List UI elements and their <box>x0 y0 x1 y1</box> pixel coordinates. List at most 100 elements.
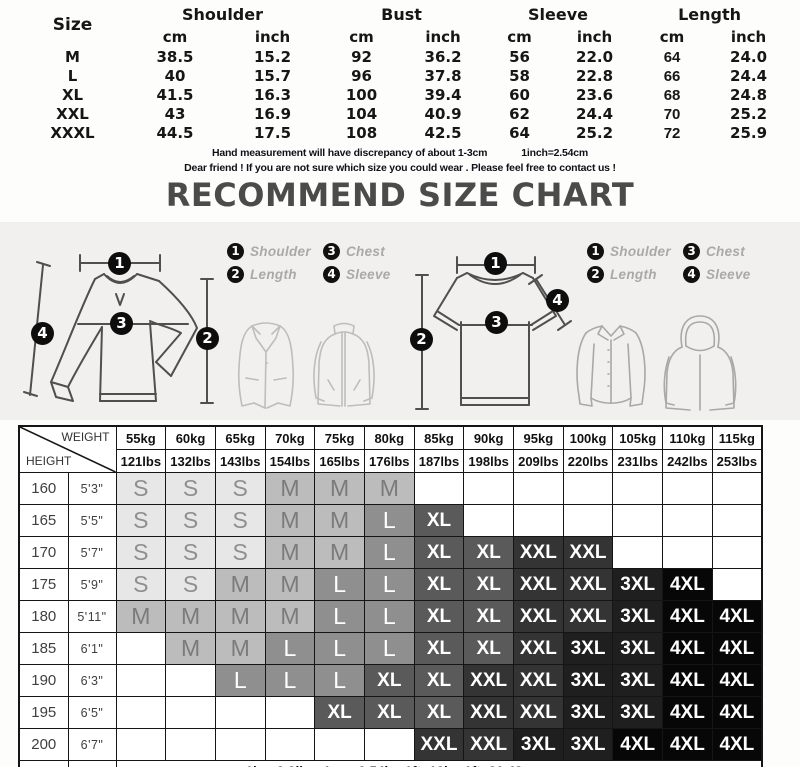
legend-item: 4 Sleeve <box>323 265 391 284</box>
size-value: 24.4 <box>730 67 768 85</box>
size-cell: XL <box>413 632 465 665</box>
legend-label: Shoulder <box>250 244 311 259</box>
size-value: 23.6 <box>576 86 614 104</box>
size-cell: XXL <box>513 664 564 697</box>
size-cell: XL <box>463 632 514 665</box>
height-ftin-value: 6'3" <box>67 664 117 697</box>
unit-header: inch <box>254 28 291 46</box>
height-ftin-value: 5'9" <box>67 568 117 601</box>
size-value: 22.8 <box>576 67 614 85</box>
marker-shoulder-left: 1 <box>108 252 131 275</box>
weight-kg-header: 110kg <box>662 425 713 450</box>
size-value: 43 <box>164 105 186 123</box>
height-cn-value: 175 <box>18 568 69 601</box>
matrix-row: 195 6'5" XL XL XL XXL XXL 3XL 3XL 4XL 4XL <box>18 696 763 729</box>
size-value: 36.2 <box>424 48 462 66</box>
size-cell: L <box>314 568 365 601</box>
size-value: 64 <box>509 124 530 142</box>
size-cell: L <box>264 632 316 665</box>
weight-kg-header: 95kg <box>513 425 564 450</box>
size-cell: M <box>264 504 316 537</box>
legend-label: Chest <box>346 244 386 259</box>
height-cn-value: 185 <box>18 632 69 665</box>
height-cn-value: 180 <box>18 600 69 633</box>
size-value: 42.5 <box>424 124 462 142</box>
size-value: 92 <box>351 48 372 66</box>
size-cell: L <box>314 600 365 633</box>
short-sleeve-tee-diagram <box>415 256 572 410</box>
size-cell: L <box>363 568 415 601</box>
legend-num-icon: 2 <box>587 266 604 283</box>
height-ftin-value: 5'7" <box>67 536 117 569</box>
marker-length-right: 2 <box>410 328 433 351</box>
size-cell: 3XL <box>513 728 564 761</box>
size-cell: 3XL <box>562 632 614 665</box>
conversion-note: 1kg=2.2lbs; 1cm=2.54in; 1ft=12in; 1ft=30… <box>115 760 763 767</box>
empty-cell <box>115 728 167 761</box>
weight-lbs-header: 176lbs <box>363 449 415 473</box>
size-label: XL <box>61 86 84 104</box>
weight-axis-label: WEIGHT <box>61 430 110 444</box>
size-cell: S <box>214 536 266 569</box>
legend-item: 4 Sleeve <box>683 265 751 284</box>
size-cell: 4XL <box>711 664 763 697</box>
weight-lbs-header: 209lbs <box>513 449 564 473</box>
size-cell: L <box>363 504 415 537</box>
size-cell: L <box>363 632 415 665</box>
size-cell: 4XL <box>711 632 763 665</box>
blazer-icon <box>237 322 295 409</box>
weight-lbs-header: 143lbs <box>214 449 266 473</box>
ftin-unit-label: FT'IN" <box>67 760 117 767</box>
size-cell: M <box>214 632 266 665</box>
size-value: 22.0 <box>576 48 614 66</box>
empty-cell <box>612 536 664 569</box>
size-cell: M <box>314 536 365 569</box>
size-cell: S <box>165 568 216 601</box>
size-value: 39.4 <box>424 86 462 104</box>
size-cell: L <box>363 600 415 633</box>
unit-header: cm <box>162 28 188 46</box>
recommend-table: WEIGHT HEIGHT 55kg 60kg 65kg 70kg 75kg 80kg 85… <box>18 425 763 767</box>
weight-height-corner: WEIGHT HEIGHT <box>18 425 117 473</box>
legend-label: Shoulder <box>610 244 671 259</box>
size-value: 15.7 <box>254 67 292 85</box>
size-value: 25.2 <box>730 105 768 123</box>
size-cell: S <box>214 472 266 505</box>
size-cell: M <box>214 600 266 633</box>
weight-kg-header: 65kg <box>214 425 266 450</box>
size-value: 96 <box>351 67 372 85</box>
height-cn-value: 160 <box>18 472 69 505</box>
size-cell: XL <box>363 696 415 729</box>
group-header-length: Length <box>678 4 741 24</box>
marker-length-left: 2 <box>196 327 219 350</box>
size-label: XXXL <box>50 124 95 142</box>
size-cell: XXL <box>513 536 564 569</box>
size-cell: M <box>115 600 167 633</box>
size-table-row: L 40 15.7 96 37.8 58 22.8 66 24.4 <box>20 67 786 86</box>
matrix-row: 160 5'3" S S S M M M <box>18 472 763 505</box>
matrix-footer-row: CN FT'IN" 1kg=2.2lbs; 1cm=2.54in; 1ft=12… <box>18 760 763 767</box>
size-cell: 4XL <box>662 696 713 729</box>
marker-chest-right: 3 <box>485 311 508 334</box>
height-cn-value: 195 <box>18 696 69 729</box>
height-ftin-value: 6'5" <box>67 696 117 729</box>
page-title: RECOMMEND SIZE CHART <box>165 176 635 214</box>
size-cell: M <box>314 504 365 537</box>
cn-unit-label: CN <box>18 760 69 767</box>
marker-chest-left: 3 <box>110 312 133 335</box>
empty-cell <box>662 504 713 537</box>
measurement-notes: Hand measurement will have discrepancy o… <box>0 146 800 175</box>
size-cell: XL <box>413 696 465 729</box>
size-cell: L <box>314 632 365 665</box>
size-cell: XL <box>413 600 465 633</box>
legend-label: Sleeve <box>706 267 751 282</box>
group-header-sleeve: Sleeve <box>528 4 589 24</box>
empty-cell <box>264 696 316 729</box>
weight-lbs-header: 220lbs <box>562 449 614 473</box>
matrix-row: 180 5'11" M M M M L L XL XL XXL XXL 3XL 4XL 4XL <box>18 600 763 633</box>
empty-cell <box>562 472 614 505</box>
legend-item: 3 Chest <box>323 242 391 261</box>
size-label: M <box>65 48 80 66</box>
size-cell: XL <box>314 696 365 729</box>
size-cell: M <box>165 632 216 665</box>
